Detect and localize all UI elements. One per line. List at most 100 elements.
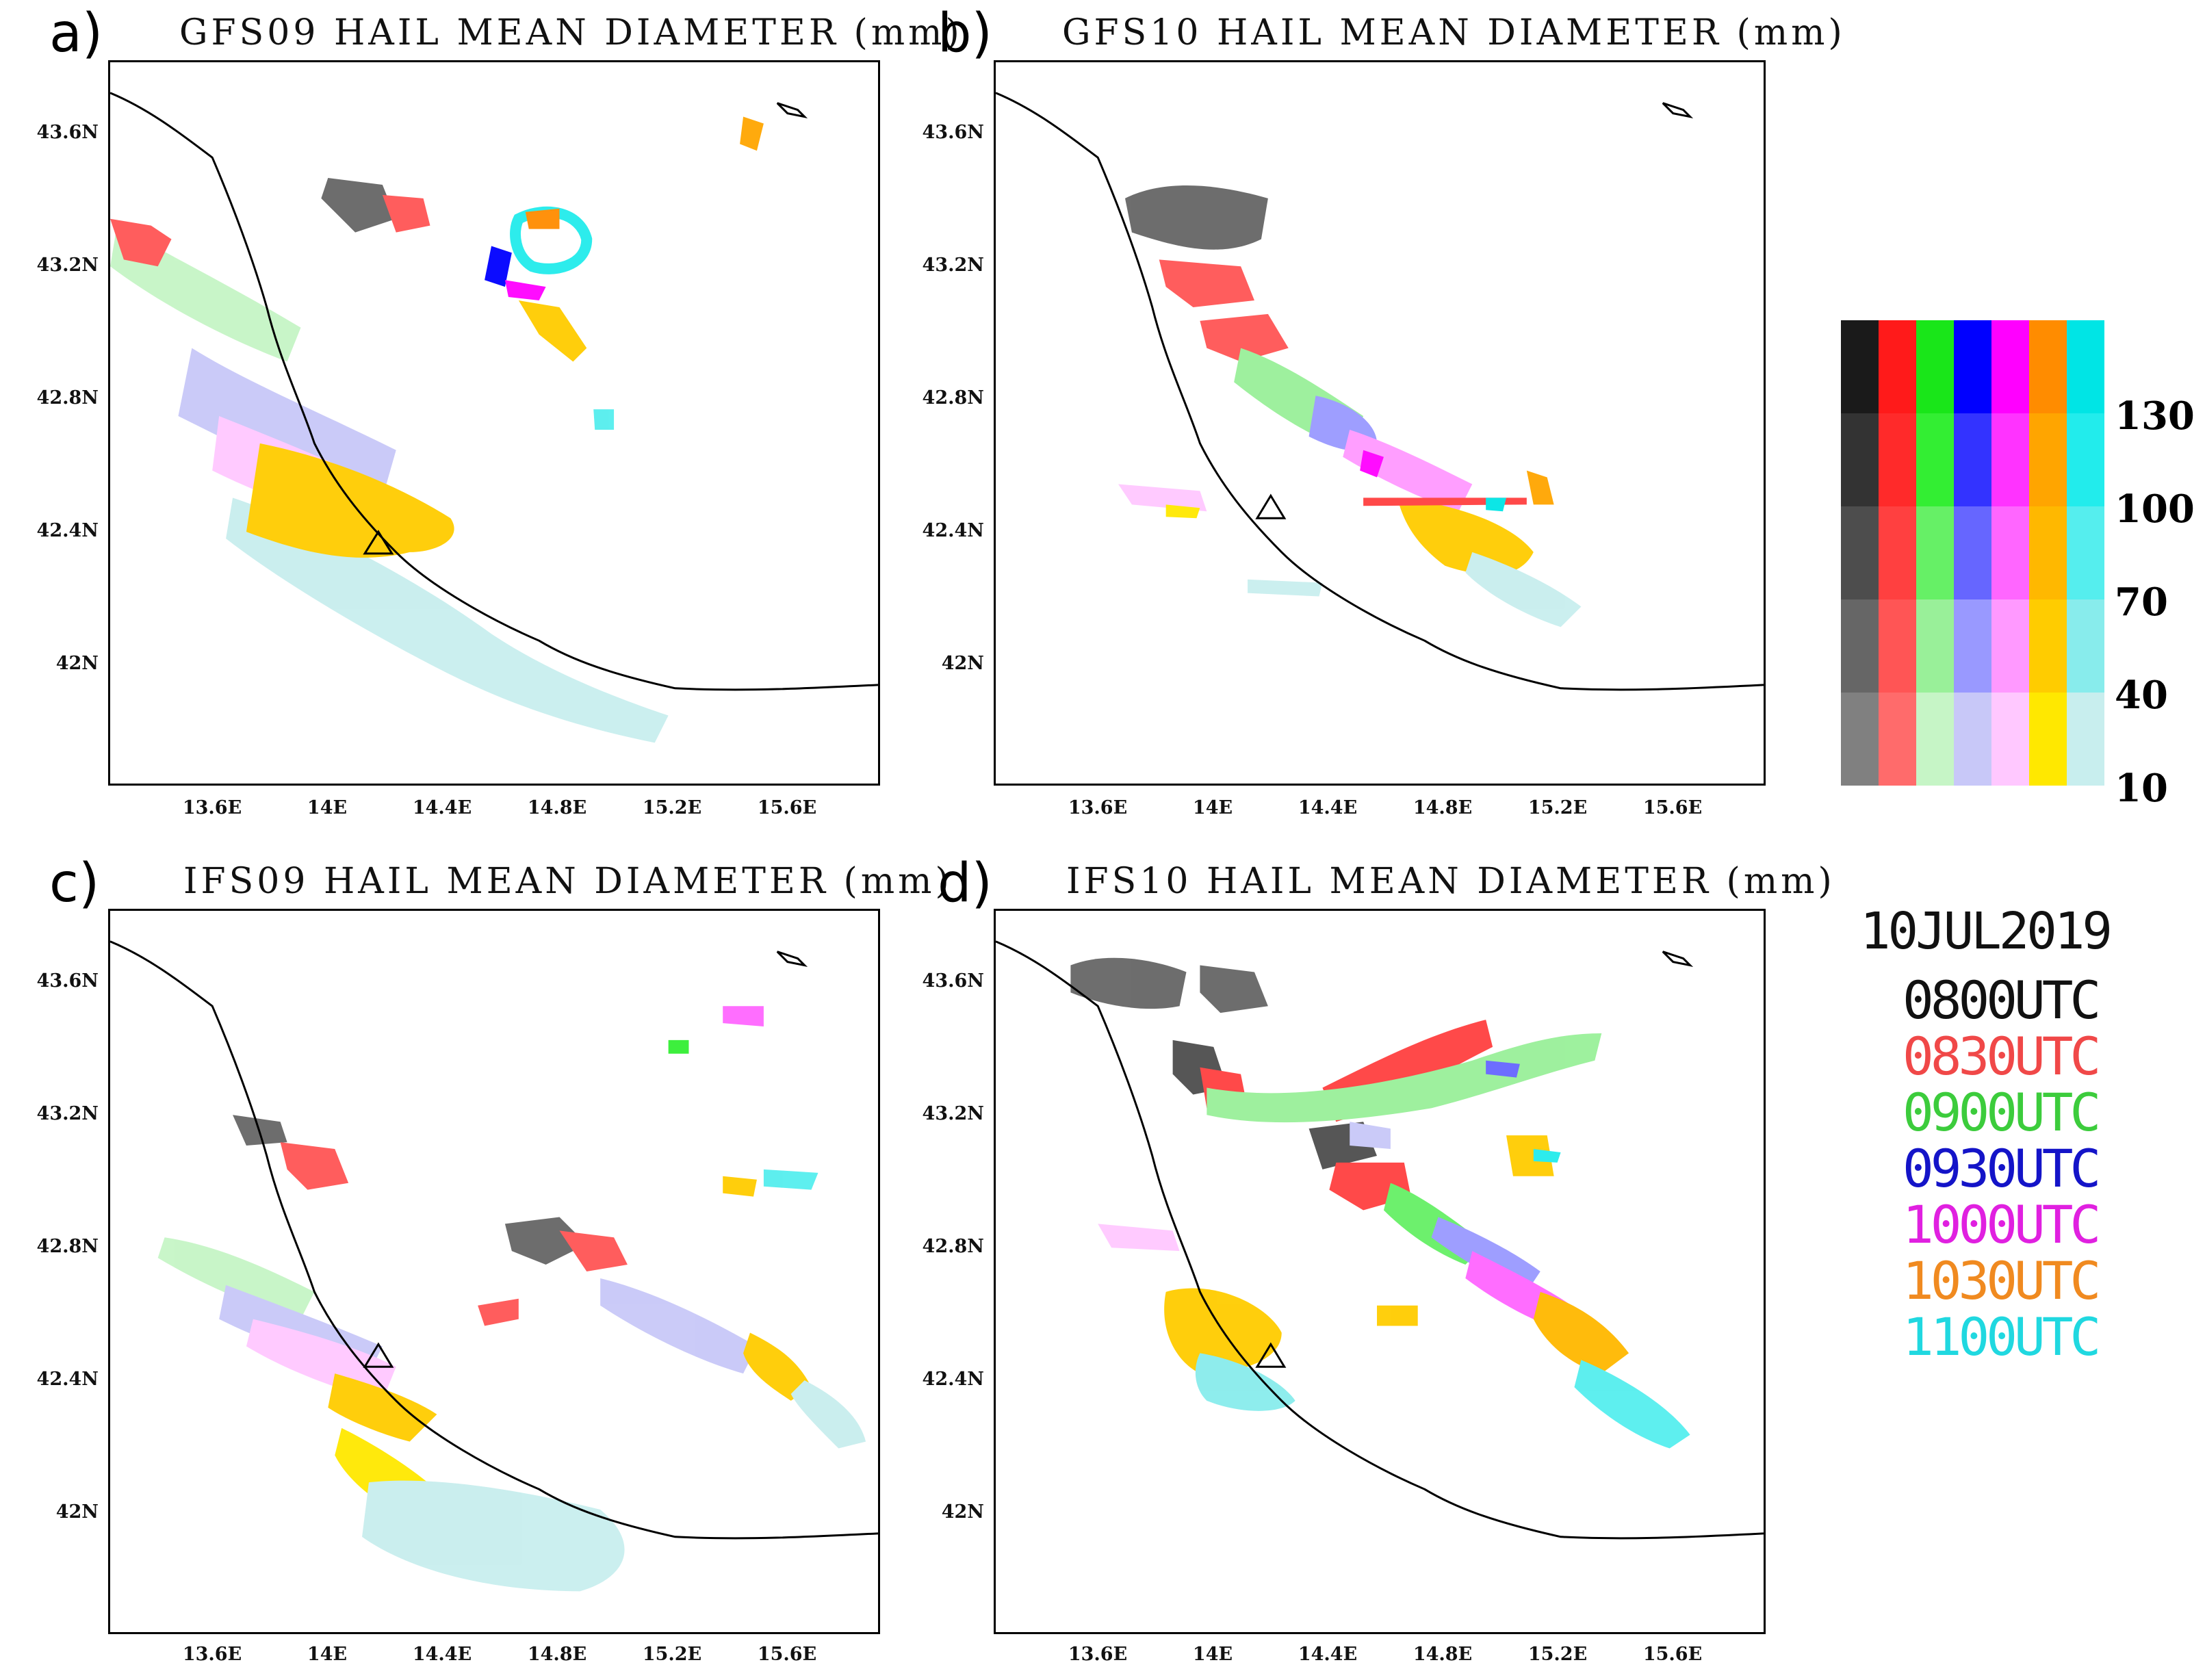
colorbar-label: 100 bbox=[2115, 487, 2195, 532]
hail-swath-1100utc bbox=[1195, 1353, 1295, 1411]
hail-cell-0930utc bbox=[1486, 1060, 1520, 1078]
hail-swath-1100utc bbox=[790, 1380, 866, 1449]
lat-label: 42.4N bbox=[922, 1369, 984, 1390]
hail-cell-0800utc bbox=[1124, 185, 1268, 250]
colorbar-cell bbox=[2067, 506, 2104, 599]
lon-label: 15.6E bbox=[1642, 797, 1703, 818]
hail-map bbox=[996, 92, 1764, 691]
colorbar-cell bbox=[1879, 599, 1916, 693]
colorbar-cell bbox=[2029, 693, 2067, 786]
hail-cell-0830utc bbox=[110, 218, 172, 267]
lon-label: 13.6E bbox=[182, 1644, 242, 1665]
lat-label: 42.8N bbox=[922, 387, 984, 409]
lon-label: 15.2E bbox=[1527, 797, 1588, 818]
time-legend-item: 0800UTC bbox=[1903, 970, 2101, 1031]
colorbar-cell bbox=[2067, 320, 2104, 413]
hail-map bbox=[996, 940, 1764, 1540]
hail-swath-1100utc bbox=[226, 497, 669, 743]
hail-cell-1030utc bbox=[1526, 470, 1554, 505]
coastline bbox=[996, 940, 1764, 1540]
hail-cell-1030utc bbox=[740, 116, 764, 151]
panel-letter: a) bbox=[49, 3, 103, 64]
map-frame bbox=[994, 60, 1766, 786]
panel-letter: c) bbox=[49, 853, 100, 914]
lat-label: 42N bbox=[941, 1501, 984, 1523]
colorbar-cell bbox=[1991, 413, 2029, 506]
lat-label: 42.8N bbox=[36, 387, 99, 409]
colorbar-cell bbox=[1841, 506, 1879, 599]
lon-label: 15.2E bbox=[642, 797, 702, 818]
lat-label: 43.6N bbox=[922, 970, 984, 992]
colorbar-cell bbox=[1954, 693, 1991, 786]
hail-cell-0830utc bbox=[1200, 313, 1289, 362]
lon-label: 14.8E bbox=[1413, 1644, 1473, 1665]
colorbar-cell bbox=[1991, 506, 2029, 599]
lat-label: 43.2N bbox=[922, 1103, 984, 1124]
panel-title: GFS09 HAIL MEAN DIAMETER (mm) bbox=[179, 12, 963, 53]
map-frame bbox=[108, 60, 880, 786]
hail-cell-0800utc bbox=[1070, 957, 1187, 1009]
lon-label: 14.4E bbox=[1298, 797, 1358, 818]
lon-label: 15.6E bbox=[757, 1644, 817, 1665]
time-legend-item: 1100UTC bbox=[1903, 1306, 2101, 1367]
hail-cell-1100utc bbox=[1533, 1149, 1561, 1163]
hail-cell-1000utc bbox=[723, 1006, 764, 1027]
lat-label: 42.4N bbox=[36, 1369, 99, 1390]
station-triangle bbox=[1255, 493, 1287, 519]
hail-swath-1100utc bbox=[1574, 1360, 1690, 1449]
time-legend-item: 0930UTC bbox=[1903, 1138, 2101, 1199]
hail-cell-1100utc bbox=[763, 1169, 818, 1190]
hail-cell-1030utc bbox=[723, 1176, 757, 1197]
lat-label: 42N bbox=[941, 653, 984, 674]
hail-cell-0800utc bbox=[1200, 965, 1268, 1013]
coastline bbox=[110, 92, 878, 691]
hail-cell-1100utc bbox=[593, 409, 615, 430]
colorbar-cell bbox=[1991, 320, 2029, 413]
lon-label: 15.6E bbox=[757, 797, 817, 818]
colorbar-cell bbox=[1879, 413, 1916, 506]
colorbar-column-blue bbox=[1954, 320, 1991, 786]
lat-label: 43.2N bbox=[36, 1103, 99, 1124]
time-legend-item: 0830UTC bbox=[1903, 1026, 2101, 1087]
colorbar-column-magenta bbox=[1991, 320, 2029, 786]
hail-swath-0900utc bbox=[1207, 1033, 1602, 1123]
time-legend-item: 1000UTC bbox=[1903, 1194, 2101, 1255]
lat-label: 43.6N bbox=[36, 970, 99, 992]
hail-cell-1000utc bbox=[504, 280, 546, 301]
lat-label: 43.6N bbox=[36, 122, 99, 143]
lon-label: 15.6E bbox=[1642, 1644, 1703, 1665]
coastline-island bbox=[776, 951, 808, 967]
lon-label: 13.6E bbox=[1068, 797, 1128, 818]
hail-cell-1030utc bbox=[525, 208, 560, 229]
colorbar-cell bbox=[1916, 693, 1954, 786]
hail-swath-1000utc bbox=[1343, 429, 1473, 512]
colorbar-cell bbox=[1954, 506, 1991, 599]
coastline-island bbox=[776, 102, 808, 118]
hail-cell-0830utc bbox=[478, 1298, 519, 1326]
hail-cell-0930utc bbox=[485, 246, 512, 287]
colorbar-cell bbox=[1916, 506, 1954, 599]
time-legend-item: 0900UTC bbox=[1903, 1082, 2101, 1143]
hail-cell-1030utc bbox=[518, 300, 587, 362]
hail-cell-1030utc bbox=[1377, 1305, 1418, 1326]
colorbar-cell bbox=[2029, 506, 2067, 599]
colorbar-cell bbox=[1841, 320, 1879, 413]
lon-label: 14E bbox=[1192, 797, 1233, 818]
hail-cell-1030utc bbox=[1506, 1135, 1554, 1176]
colorbar-cell bbox=[2067, 413, 2104, 506]
hail-swath-0930utc bbox=[178, 348, 396, 498]
colorbar-column-green bbox=[1916, 320, 1954, 786]
panel-letter: d) bbox=[938, 853, 992, 914]
time-legend-item: 1030UTC bbox=[1903, 1250, 2101, 1311]
lat-label: 42.4N bbox=[36, 520, 99, 541]
hail-swath-1100utc bbox=[1465, 552, 1582, 628]
lat-label: 42.8N bbox=[36, 1236, 99, 1257]
hail-map bbox=[110, 940, 878, 1592]
lat-label: 43.6N bbox=[922, 122, 984, 143]
panel-title: GFS10 HAIL MEAN DIAMETER (mm) bbox=[1062, 12, 1846, 53]
colorbar-column-red bbox=[1879, 320, 1916, 786]
station-triangle bbox=[363, 530, 394, 555]
colorbar-cell bbox=[2029, 599, 2067, 693]
lat-label: 42.8N bbox=[922, 1236, 984, 1257]
lat-label: 42.4N bbox=[922, 520, 984, 541]
